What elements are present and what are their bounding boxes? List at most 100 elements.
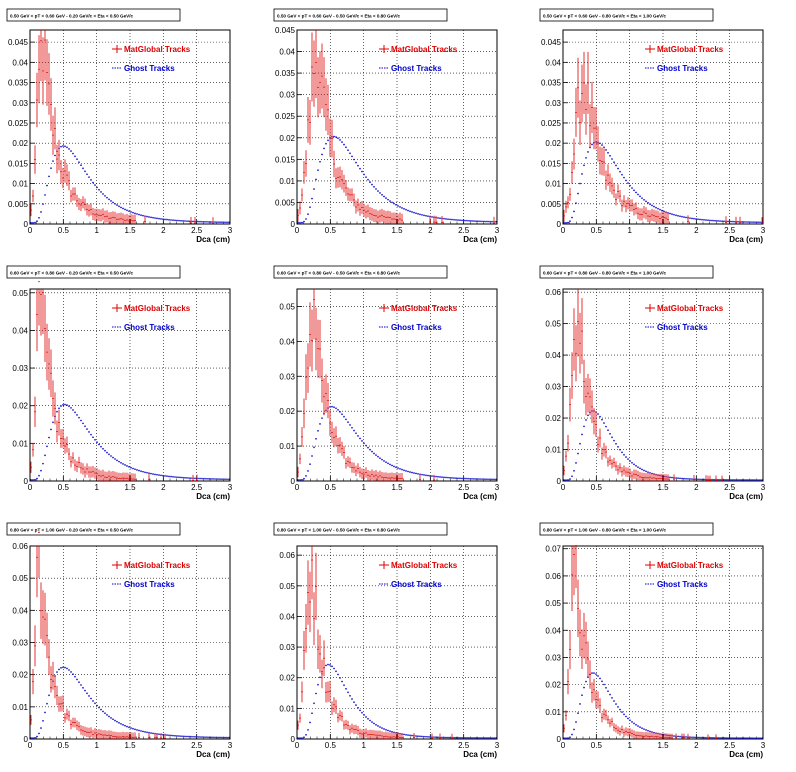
- y-tick-label: 0.01: [279, 442, 295, 451]
- legend-label-ghost: Ghost Tracks: [657, 580, 708, 589]
- y-tick-label: 0.01: [279, 177, 295, 186]
- y-tick-label: 0.02: [545, 414, 561, 423]
- x-tick-label: 2: [694, 226, 699, 235]
- x-axis-label: Dca (cm): [196, 750, 230, 759]
- x-axis-label: Dca (cm): [463, 492, 497, 501]
- y-tick-label: 0.05: [545, 320, 561, 329]
- y-tick-label: 0.04: [12, 58, 28, 67]
- x-tick-label: 2.5: [724, 483, 736, 492]
- y-tick-label: 0.01: [545, 446, 561, 455]
- y-tick-label: 0.04: [279, 612, 295, 621]
- x-tick-label: 0.5: [591, 741, 603, 750]
- legend-label-ghost: Ghost Tracks: [124, 64, 175, 73]
- x-axis-label: Dca (cm): [729, 492, 763, 501]
- x-tick-label: 1.5: [124, 483, 136, 492]
- chart-title-box: [6, 265, 181, 279]
- y-tick-label: 0: [557, 735, 562, 744]
- x-tick-label: 2.5: [191, 226, 203, 235]
- chart-title-box: [6, 8, 181, 22]
- x-tick-label: 0.5: [325, 226, 337, 235]
- chart-panel-7: 0.80 GeV < pT < 1.00 GeV - 0.20 GeV/c < …: [6, 522, 233, 759]
- legend-label-ghost: Ghost Tracks: [391, 580, 442, 589]
- x-tick-label: 3: [495, 226, 500, 235]
- plot-frame: [29, 29, 231, 225]
- x-axis-label: Dca (cm): [463, 750, 497, 759]
- x-tick-label: 1: [361, 741, 366, 750]
- x-tick-label: 2: [161, 741, 166, 750]
- y-tick-label: 0.025: [541, 119, 562, 128]
- y-tick-label: 0.04: [545, 351, 561, 360]
- y-tick-label: 0: [24, 477, 29, 486]
- x-tick-label: 3: [228, 226, 233, 235]
- y-tick-label: 0.04: [12, 326, 28, 335]
- y-tick-label: 0.02: [545, 681, 561, 690]
- x-tick-label: 0.5: [325, 483, 337, 492]
- legend-label-matglobal: MatGlobal Tracks: [391, 561, 458, 570]
- y-tick-label: 0.06: [545, 288, 561, 297]
- y-tick-label: 0.05: [279, 582, 295, 591]
- y-tick-label: 0.025: [8, 119, 29, 128]
- x-tick-label: 2: [428, 741, 433, 750]
- chart-title-box: [273, 265, 448, 279]
- x-axis-label: Dca (cm): [729, 750, 763, 759]
- chart-title: 0.50 GeV < pT < 0.60 GeV - 0.20 GeV/c < …: [10, 14, 134, 19]
- x-tick-label: 1.5: [391, 226, 403, 235]
- x-axis-label: Dca (cm): [729, 235, 763, 244]
- y-tick-label: 0.06: [12, 542, 28, 551]
- x-tick-label: 2: [428, 483, 433, 492]
- y-tick-label: 0.02: [279, 674, 295, 683]
- y-tick-label: 0.015: [8, 159, 29, 168]
- y-tick-label: 0.05: [279, 302, 295, 311]
- x-tick-label: 2.5: [458, 226, 470, 235]
- legend-label-ghost: Ghost Tracks: [391, 323, 442, 332]
- y-tick-label: 0.03: [12, 639, 28, 648]
- y-tick-label: 0.03: [12, 364, 28, 373]
- x-tick-label: 3: [761, 483, 766, 492]
- y-tick-label: 0.005: [275, 198, 296, 207]
- y-tick-label: 0.005: [8, 200, 29, 209]
- chart-title-box: [539, 522, 714, 536]
- x-tick-label: 2: [694, 741, 699, 750]
- x-tick-label: 3: [495, 483, 500, 492]
- x-tick-label: 2.5: [724, 226, 736, 235]
- legend-label-matglobal: MatGlobal Tracks: [391, 304, 458, 313]
- x-tick-label: 1.5: [657, 483, 669, 492]
- x-tick-label: 1: [94, 483, 99, 492]
- chart-panel-3: 0.50 GeV < pT < 0.60 GeV - 0.80 GeV/c < …: [539, 8, 766, 244]
- y-tick-label: 0.07: [545, 545, 561, 554]
- x-axis-label: Dca (cm): [463, 235, 497, 244]
- y-tick-label: 0.02: [279, 134, 295, 143]
- legend-label-matglobal: MatGlobal Tracks: [391, 45, 458, 54]
- x-tick-label: 0.5: [58, 226, 70, 235]
- legend-label-matglobal: MatGlobal Tracks: [124, 304, 191, 313]
- chart-panel-8: 0.80 GeV < pT < 1.00 GeV - 0.50 GeV/c < …: [273, 522, 500, 759]
- y-tick-label: 0.04: [279, 337, 295, 346]
- x-tick-label: 1.5: [657, 741, 669, 750]
- x-tick-label: 1: [94, 741, 99, 750]
- x-tick-label: 1: [94, 226, 99, 235]
- y-tick-label: 0: [291, 477, 296, 486]
- y-tick-label: 0.03: [279, 91, 295, 100]
- chart-title: 0.80 GeV < pT < 1.00 GeV - 0.20 GeV/c < …: [10, 528, 134, 533]
- y-tick-label: 0: [291, 220, 296, 229]
- chart-panel-4: 0.60 GeV < pT < 0.80 GeV - 0.20 GeV/c < …: [6, 265, 233, 501]
- y-tick-label: 0.02: [545, 139, 561, 148]
- legend-label-matglobal: MatGlobal Tracks: [657, 561, 724, 570]
- legend-label-matglobal: MatGlobal Tracks: [657, 45, 724, 54]
- legend-label-matglobal: MatGlobal Tracks: [657, 304, 724, 313]
- y-tick-label: 0.035: [275, 69, 296, 78]
- legend-label-ghost: Ghost Tracks: [657, 64, 708, 73]
- y-tick-label: 0.04: [12, 606, 28, 615]
- legend-label-ghost: Ghost Tracks: [124, 580, 175, 589]
- y-tick-label: 0.02: [12, 139, 28, 148]
- y-tick-label: 0.015: [275, 155, 296, 164]
- x-tick-label: 0: [561, 226, 566, 235]
- x-tick-label: 2.5: [191, 741, 203, 750]
- y-tick-label: 0: [24, 220, 29, 229]
- legend-label-ghost: Ghost Tracks: [124, 323, 175, 332]
- x-tick-label: 1.5: [657, 226, 669, 235]
- y-tick-label: 0.06: [279, 551, 295, 560]
- y-tick-label: 0.04: [545, 58, 561, 67]
- x-tick-label: 2.5: [458, 483, 470, 492]
- plot-frame: [296, 29, 498, 225]
